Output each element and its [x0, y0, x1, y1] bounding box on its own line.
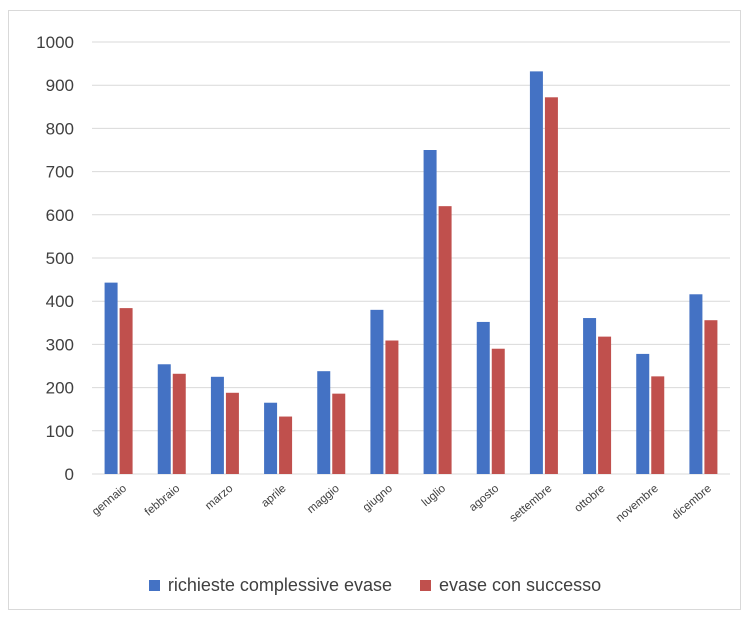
legend-label-series-1: richieste complessive evase	[167, 574, 392, 595]
x-category-label: febbraio	[143, 483, 183, 519]
bar-agosto-series-2	[491, 348, 505, 474]
bar-febbraio-series-2	[172, 373, 186, 474]
legend-item-series-1: richieste complessive evase	[148, 574, 392, 596]
legend-item-series-2: evase con successo	[420, 575, 601, 596]
bar-maggio-series-1	[317, 371, 331, 474]
bar-gennaio-series-2	[119, 308, 133, 474]
x-category-label: gennaio	[90, 483, 129, 519]
gridlines	[92, 41, 730, 475]
y-tick-label: 500	[46, 249, 74, 268]
bar-ottobre-series-2	[598, 336, 612, 474]
y-tick-label: 1000	[36, 33, 74, 52]
y-tick-label: 700	[46, 163, 74, 182]
bars	[104, 71, 718, 475]
x-category-label: agosto	[467, 483, 501, 514]
y-tick-label: 0	[65, 465, 74, 484]
bar-dicembre-series-2	[704, 320, 718, 474]
bar-maggio-series-2	[332, 393, 346, 474]
legend: richieste complessive evase evase con su…	[0, 570, 750, 600]
x-category-label: maggio	[305, 483, 342, 516]
bar-ottobre-series-1	[583, 318, 597, 474]
y-tick-label: 400	[46, 292, 74, 311]
y-tick-label: 100	[46, 422, 74, 441]
bar-agosto-series-1	[476, 321, 490, 474]
x-category-label: giugno	[361, 483, 395, 514]
bar-febbraio-series-1	[157, 364, 171, 474]
bar-luglio-series-1	[423, 150, 437, 474]
x-category-label: marzo	[203, 483, 235, 513]
bar-giugno-series-1	[370, 309, 384, 474]
bar-marzo-series-1	[210, 376, 224, 474]
x-category-label: settembre	[508, 483, 555, 525]
y-tick-label: 200	[46, 379, 74, 398]
x-category-label: ottobre	[572, 483, 607, 515]
bar-settembre-series-2	[544, 97, 558, 475]
legend-swatch-series-2	[420, 579, 431, 591]
x-axis-labels: gennaio febbraio marzo aprile maggio giugno lu…	[90, 483, 714, 525]
y-tick-label: 600	[46, 206, 74, 225]
bar-dicembre-series-1	[689, 294, 703, 474]
y-axis-ticks: 0 100 200 300 400 500 600 700 800 900 1000	[36, 33, 74, 484]
bar-settembre-series-1	[529, 71, 543, 474]
x-category-label: aprile	[259, 483, 288, 510]
bar-marzo-series-2	[225, 392, 239, 474]
bar-aprile-series-1	[264, 402, 278, 474]
legend-swatch-series-1	[148, 579, 160, 591]
bar-luglio-series-2	[438, 206, 452, 474]
x-category-label: luglio	[420, 483, 448, 509]
x-category-label: novembre	[614, 483, 661, 525]
legend-label-series-2: evase con successo	[439, 574, 602, 595]
bar-giugno-series-2	[385, 340, 399, 474]
y-tick-label: 300	[46, 335, 74, 354]
x-category-label: dicembre	[670, 483, 714, 523]
bar-novembre-series-1	[636, 353, 650, 474]
y-tick-label: 800	[46, 119, 74, 138]
y-tick-label: 900	[46, 76, 74, 95]
bar-gennaio-series-1	[104, 282, 118, 474]
bar-novembre-series-2	[651, 376, 665, 474]
bar-aprile-series-2	[279, 416, 293, 474]
